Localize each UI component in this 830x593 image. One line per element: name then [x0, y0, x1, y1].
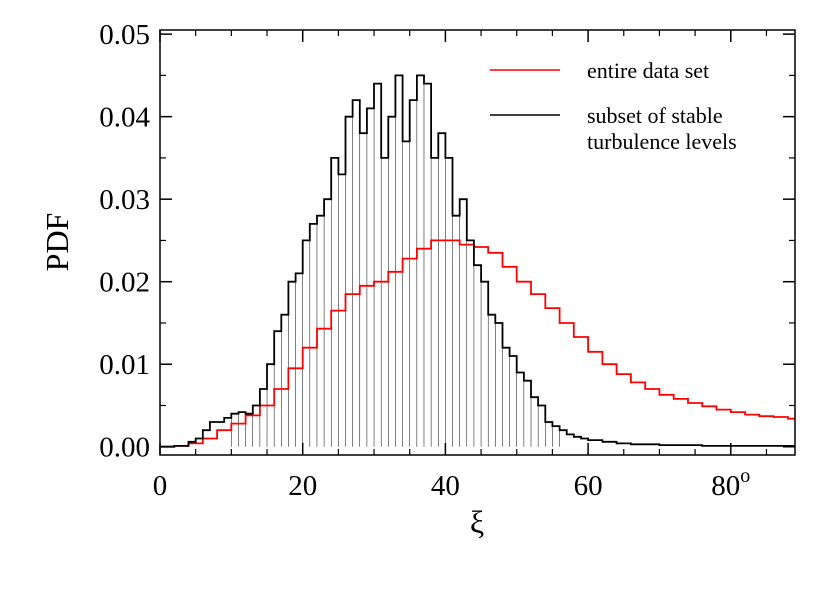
legend-label-subset: subset of stable turbulence levels [587, 103, 737, 154]
x-tick-label: 20 [288, 470, 317, 502]
axis-tick-labels: 0 20 40 60 80o 0.00 0.01 0.02 0.03 0.04 0.05 [99, 19, 750, 502]
legend-label-subset-line-2: turbulence levels [587, 129, 737, 154]
series-line-stable-subset [160, 74, 795, 448]
x-tick-label: 0 [153, 470, 168, 502]
y-tick-label: 0.05 [99, 19, 150, 51]
x-tick-degree-superscript: o [740, 465, 750, 487]
y-tick-label: 0.01 [99, 349, 150, 381]
x-axis-title: ξ [470, 504, 484, 540]
y-tick-label: 0.03 [99, 184, 150, 216]
y-tick-label: 0.02 [99, 267, 150, 299]
series-layer [160, 74, 795, 448]
black-series-bars [231, 83, 560, 447]
x-tick-label: 60 [574, 470, 603, 502]
series-line-entire-data-set [160, 239, 795, 448]
y-tick-label: 0.00 [99, 432, 150, 464]
x-tick-label: 40 [431, 470, 460, 502]
legend-label-subset-line-1: subset of stable [587, 103, 723, 128]
y-tick-label: 0.04 [99, 102, 150, 134]
legend: entire data set subset of stable turbule… [490, 58, 737, 154]
legend-label-entire-data-set: entire data set [587, 58, 709, 83]
plot-frame [159, 29, 796, 456]
axis-ticks [159, 30, 795, 455]
x-tick-label: 80o [711, 465, 750, 502]
y-axis-title: PDF [39, 213, 75, 272]
